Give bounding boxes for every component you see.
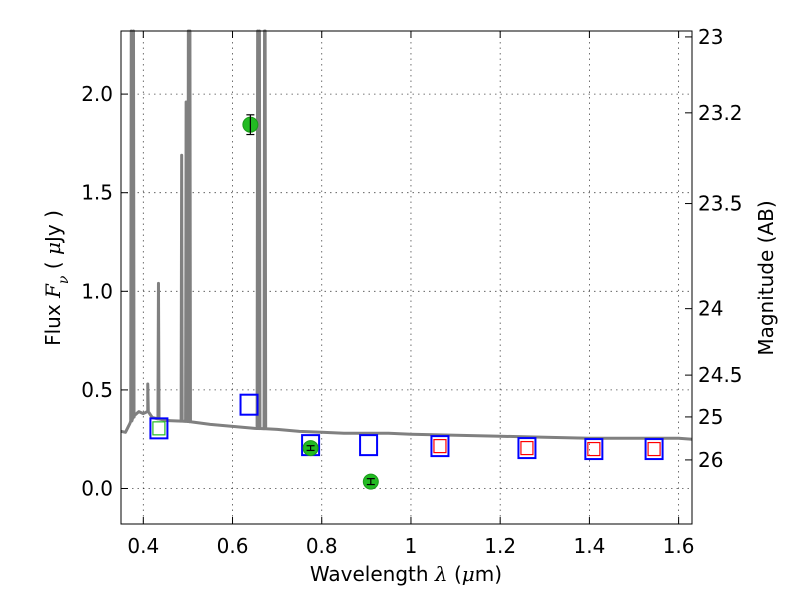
limit-marker	[433, 439, 447, 454]
model-photometry-marker	[149, 417, 169, 440]
right-tick-label: 24.5	[698, 363, 743, 387]
limit-marker	[152, 421, 166, 436]
model-photometry-marker	[644, 438, 664, 461]
model-photometry-marker	[430, 435, 450, 458]
grid	[121, 31, 692, 524]
model-spectrum-line	[120, 29, 693, 441]
right-tick-label: 23	[698, 25, 723, 49]
limit-marker	[587, 441, 601, 457]
model-photometry-marker	[239, 393, 259, 416]
x-tick-label: 0.4	[127, 534, 159, 558]
y-tick-label: 1.0	[81, 279, 113, 303]
tick-labels: 0.4 0.6 0.8 1 1.2 1.4 1.6 0.0 0.5 1.0 1.5 2.0 23 23.2…	[81, 25, 742, 558]
y-tick-label: 2.0	[81, 82, 113, 106]
y-tick-label: 1.5	[81, 181, 113, 205]
x-tick-label: 0.6	[217, 534, 249, 558]
model-photometry-marker	[584, 438, 604, 461]
markers	[149, 114, 664, 490]
limit-marker	[647, 441, 661, 457]
model-photometry-marker	[359, 434, 379, 457]
x-tick-label: 1	[405, 534, 418, 558]
right-tick-label: 25	[698, 405, 723, 429]
y-axis-title: Flux Fν ( μJy )	[41, 210, 72, 346]
x-tick-label: 1.2	[484, 534, 516, 558]
right-tick-label: 23.5	[698, 192, 743, 216]
model-photometry-marker	[517, 437, 537, 460]
right-tick-label: 24	[698, 297, 723, 321]
x-tick-label: 1.6	[663, 534, 695, 558]
ticks	[121, 31, 692, 524]
limit-marker	[520, 440, 534, 456]
right-axis-title: Magnitude (AB)	[754, 200, 778, 355]
x-tick-label: 0.8	[306, 534, 338, 558]
right-tick-label: 26	[698, 448, 723, 472]
right-tick-label: 23.2	[698, 101, 743, 125]
y-tick-label: 0.0	[81, 477, 113, 501]
y-tick-label: 0.5	[81, 378, 113, 402]
plot-frame	[120, 30, 693, 525]
x-tick-label: 1.4	[573, 534, 605, 558]
x-axis-title: Wavelength λ (μm)	[310, 562, 502, 586]
model-spectrum	[120, 29, 693, 441]
